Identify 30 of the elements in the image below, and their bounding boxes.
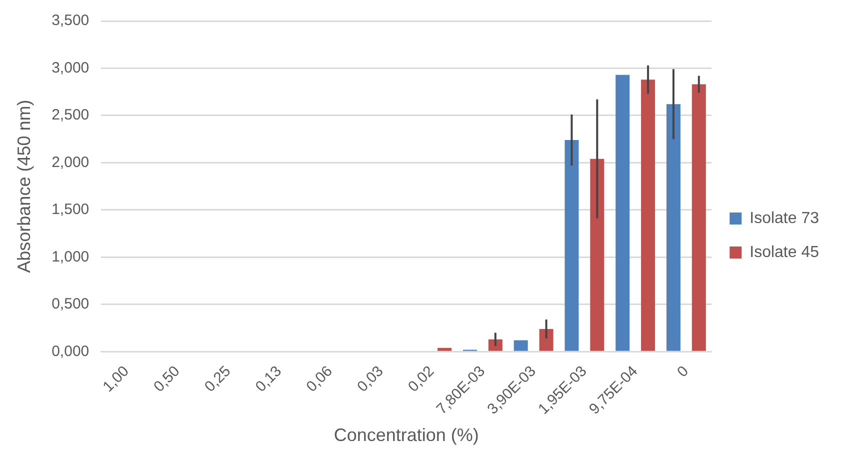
x-axis-title: Concentration (%)	[334, 425, 479, 446]
y-tick-label: 0,500	[52, 296, 90, 313]
y-tick-label: 1,000	[52, 248, 90, 266]
y-tick-label: 1,500	[52, 201, 90, 218]
x-tick-label: 0	[674, 362, 692, 381]
bar	[514, 340, 528, 351]
y-axis-title: Absorbance (450 nm)	[14, 100, 34, 273]
x-tick-label: 0,06	[303, 362, 336, 396]
y-tick-label: 2,500	[52, 106, 90, 124]
bar	[488, 339, 502, 351]
y-tick-label: 0,000	[52, 342, 90, 360]
bar	[438, 348, 452, 351]
bar	[564, 140, 579, 351]
legend-label: Isolate 73	[750, 210, 820, 227]
y-tick-label: 3,500	[52, 12, 90, 30]
bar	[616, 74, 630, 351]
x-tick-label: 0,03	[354, 362, 387, 396]
bar	[590, 158, 604, 351]
y-tick-label: 3,000	[52, 59, 90, 76]
x-tick-label: 0,02	[404, 362, 438, 396]
x-tick-label: 1,00	[100, 362, 132, 396]
legend-label: Isolate 45	[750, 244, 820, 261]
y-tick-label: 2,000	[52, 154, 90, 171]
x-tick-label: 0,50	[150, 362, 184, 396]
bar	[692, 84, 706, 351]
x-tick-label: 0,25	[201, 362, 234, 396]
bar	[666, 104, 680, 351]
bar	[539, 328, 554, 351]
bar	[641, 80, 656, 351]
x-tick-label: 0,13	[252, 362, 285, 396]
